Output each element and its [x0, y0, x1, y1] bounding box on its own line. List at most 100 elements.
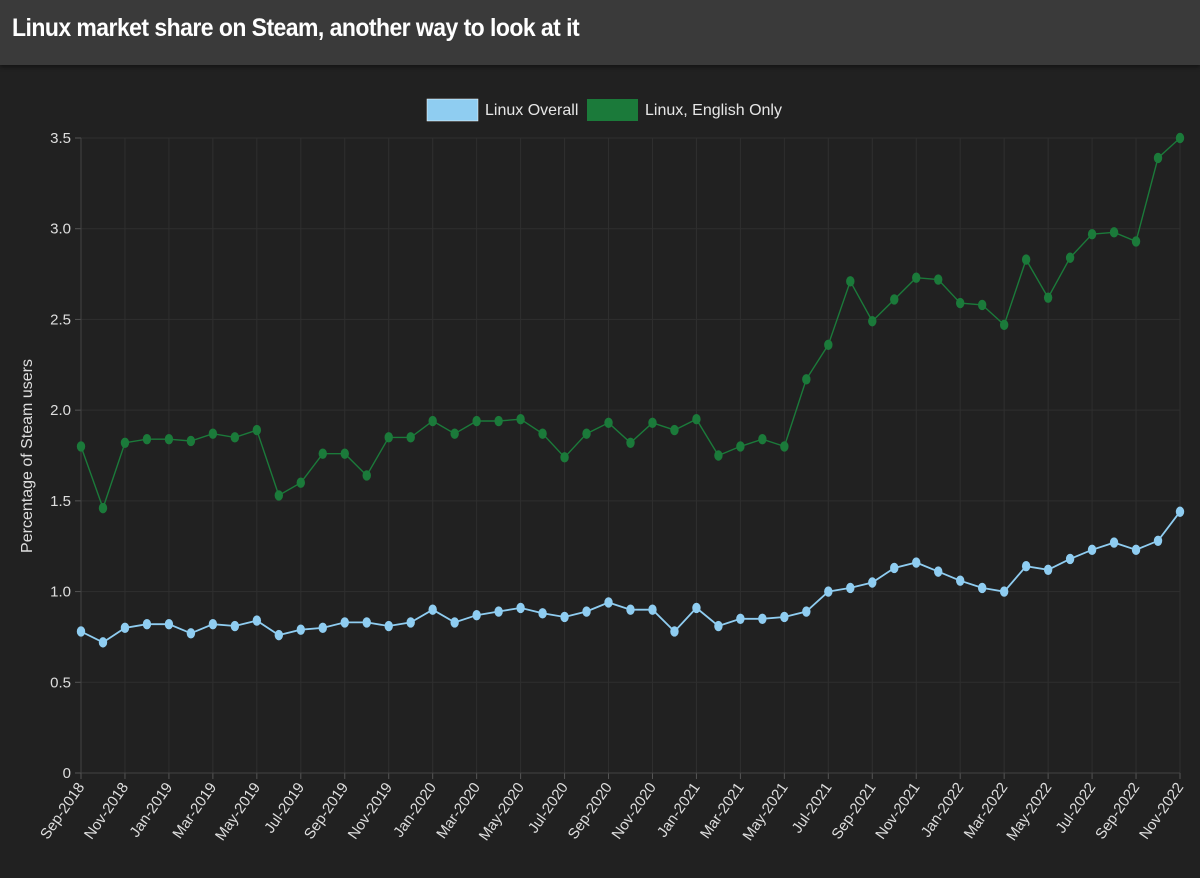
data-point-linux-overall[interactable]: [296, 624, 305, 635]
data-point-linux-overall[interactable]: [98, 637, 108, 648]
data-point-linux-overall[interactable]: [406, 617, 415, 628]
data-point-linux-english-only[interactable]: [1043, 292, 1053, 303]
data-point-linux-english-only[interactable]: [362, 470, 371, 481]
data-point-linux-overall[interactable]: [230, 620, 240, 632]
data-point-linux-overall[interactable]: [362, 617, 371, 628]
data-point-linux-english-only[interactable]: [472, 415, 481, 427]
data-point-linux-overall[interactable]: [736, 613, 745, 624]
data-point-linux-english-only[interactable]: [999, 319, 1009, 331]
data-point-linux-english-only[interactable]: [912, 272, 921, 283]
data-point-linux-overall[interactable]: [384, 620, 393, 632]
legend-swatch-linux-overall[interactable]: [426, 98, 479, 122]
data-point-linux-overall[interactable]: [142, 619, 152, 630]
data-point-linux-english-only[interactable]: [780, 441, 789, 452]
data-point-linux-overall[interactable]: [208, 619, 218, 630]
data-point-linux-english-only[interactable]: [230, 432, 240, 443]
data-point-linux-english-only[interactable]: [274, 490, 284, 501]
data-point-linux-english-only[interactable]: [98, 502, 108, 514]
data-point-linux-english-only[interactable]: [648, 417, 657, 429]
data-point-linux-overall[interactable]: [758, 613, 767, 624]
data-point-linux-overall[interactable]: [1131, 544, 1141, 556]
legend-label-linux-english-only[interactable]: Linux, English Only: [645, 102, 782, 119]
data-point-linux-overall[interactable]: [977, 582, 987, 594]
data-point-linux-english-only[interactable]: [1109, 227, 1119, 238]
data-point-linux-english-only[interactable]: [977, 299, 987, 311]
data-point-linux-overall[interactable]: [802, 606, 811, 617]
data-point-linux-english-only[interactable]: [736, 441, 745, 452]
data-point-linux-overall[interactable]: [846, 582, 855, 594]
data-point-linux-overall[interactable]: [912, 557, 921, 568]
data-point-linux-english-only[interactable]: [296, 477, 305, 488]
data-point-linux-overall[interactable]: [318, 622, 327, 634]
legend-label-linux-overall[interactable]: Linux Overall: [485, 102, 578, 119]
data-point-linux-overall[interactable]: [120, 622, 130, 634]
data-point-linux-overall[interactable]: [186, 628, 196, 639]
data-point-linux-english-only[interactable]: [318, 448, 327, 459]
data-point-linux-overall[interactable]: [1021, 560, 1031, 572]
data-point-linux-overall[interactable]: [1109, 537, 1119, 548]
data-point-linux-overall[interactable]: [1065, 553, 1075, 565]
data-point-linux-english-only[interactable]: [934, 274, 943, 285]
data-point-linux-overall[interactable]: [934, 566, 943, 577]
data-point-linux-english-only[interactable]: [428, 415, 437, 427]
data-point-linux-overall[interactable]: [516, 602, 525, 614]
data-point-linux-overall[interactable]: [340, 617, 349, 628]
legend-swatch-linux-english-only[interactable]: [587, 99, 638, 121]
data-point-linux-english-only[interactable]: [76, 441, 86, 452]
data-point-linux-english-only[interactable]: [868, 316, 877, 327]
data-point-linux-english-only[interactable]: [714, 450, 723, 461]
data-point-linux-english-only[interactable]: [120, 437, 130, 448]
data-point-linux-overall[interactable]: [1175, 506, 1185, 517]
legend[interactable]: Linux Overall Linux, English Only: [426, 98, 782, 122]
data-point-linux-overall[interactable]: [714, 620, 723, 632]
data-point-linux-english-only[interactable]: [494, 415, 503, 427]
data-point-linux-overall[interactable]: [868, 577, 877, 588]
data-point-linux-overall[interactable]: [1087, 544, 1097, 556]
data-point-linux-english-only[interactable]: [142, 433, 152, 445]
data-point-linux-english-only[interactable]: [956, 297, 965, 309]
data-point-linux-english-only[interactable]: [208, 428, 218, 439]
data-point-linux-overall[interactable]: [472, 609, 481, 621]
data-point-linux-english-only[interactable]: [1175, 132, 1185, 144]
data-point-linux-english-only[interactable]: [406, 432, 415, 443]
data-point-linux-overall[interactable]: [890, 562, 899, 574]
data-point-linux-english-only[interactable]: [384, 432, 393, 443]
data-point-linux-english-only[interactable]: [1153, 152, 1163, 164]
data-point-linux-english-only[interactable]: [890, 294, 899, 305]
data-point-linux-english-only[interactable]: [1065, 252, 1075, 263]
data-point-linux-overall[interactable]: [582, 606, 591, 617]
data-point-linux-english-only[interactable]: [516, 414, 525, 425]
data-point-linux-overall[interactable]: [999, 586, 1009, 597]
data-point-linux-english-only[interactable]: [340, 448, 349, 459]
data-point-linux-overall[interactable]: [956, 575, 965, 586]
data-point-linux-english-only[interactable]: [582, 428, 591, 439]
data-point-linux-english-only[interactable]: [252, 424, 262, 436]
data-point-linux-overall[interactable]: [428, 604, 437, 615]
data-point-linux-overall[interactable]: [824, 586, 833, 597]
data-point-linux-english-only[interactable]: [626, 437, 635, 448]
data-point-linux-english-only[interactable]: [846, 276, 855, 287]
data-point-linux-english-only[interactable]: [1087, 228, 1097, 240]
data-point-linux-english-only[interactable]: [1021, 254, 1031, 265]
data-point-linux-english-only[interactable]: [186, 435, 196, 447]
data-point-linux-overall[interactable]: [670, 626, 679, 637]
data-point-linux-english-only[interactable]: [1131, 236, 1141, 247]
data-point-linux-overall[interactable]: [648, 604, 657, 615]
data-point-linux-overall[interactable]: [274, 629, 284, 641]
data-point-linux-overall[interactable]: [450, 617, 459, 628]
data-point-linux-english-only[interactable]: [538, 428, 547, 439]
data-point-linux-overall[interactable]: [1153, 535, 1163, 546]
data-point-linux-english-only[interactable]: [692, 414, 701, 425]
data-point-linux-overall[interactable]: [604, 597, 613, 608]
data-point-linux-overall[interactable]: [494, 606, 503, 617]
data-point-linux-english-only[interactable]: [824, 339, 833, 351]
data-point-linux-overall[interactable]: [780, 611, 789, 623]
data-point-linux-english-only[interactable]: [450, 428, 459, 439]
data-point-linux-english-only[interactable]: [670, 424, 679, 436]
data-point-linux-english-only[interactable]: [802, 374, 811, 385]
data-point-linux-overall[interactable]: [164, 619, 174, 630]
data-point-linux-overall[interactable]: [560, 611, 569, 623]
data-point-linux-overall[interactable]: [538, 608, 547, 619]
data-point-linux-overall[interactable]: [626, 604, 635, 615]
data-point-linux-english-only[interactable]: [164, 433, 174, 445]
